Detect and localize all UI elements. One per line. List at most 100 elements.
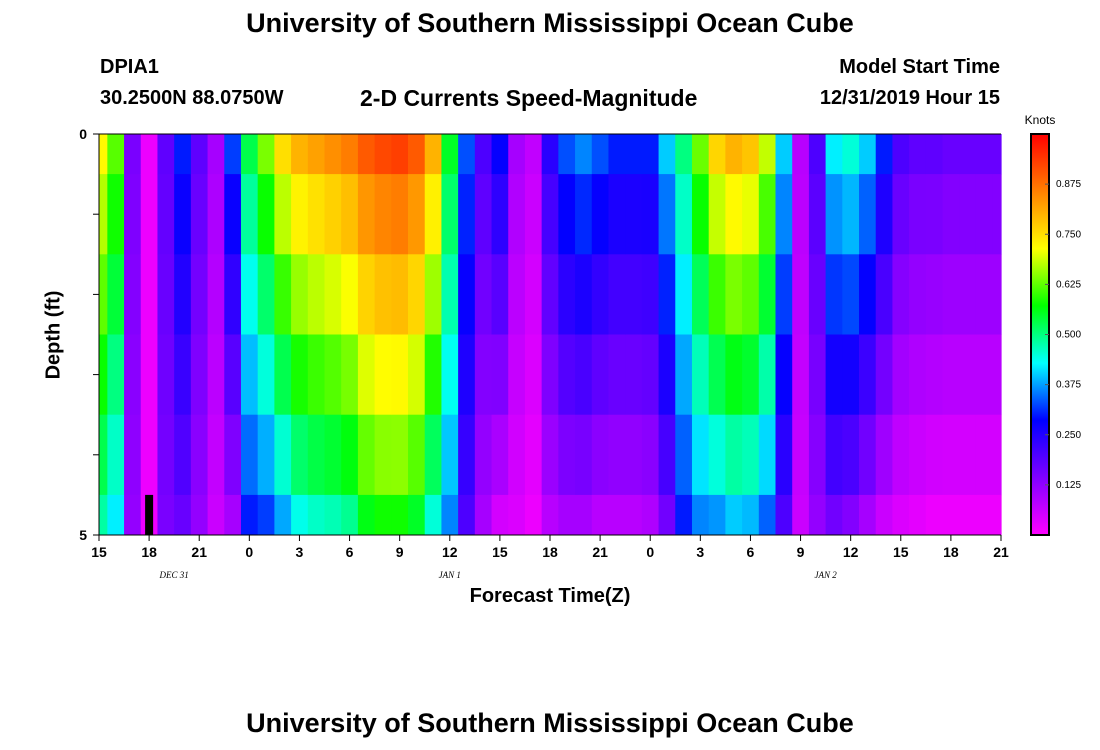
- heatmap-cell: [992, 254, 1002, 335]
- heatmap-cell: [174, 134, 192, 175]
- heatmap-cell: [307, 414, 326, 496]
- heatmap-cell: [174, 174, 192, 255]
- heatmap-cell: [925, 414, 944, 496]
- heatmap-cell: [491, 174, 509, 255]
- heatmap-cell: [107, 134, 125, 175]
- heatmap-cell: [875, 494, 894, 536]
- heatmap-cell: [975, 254, 994, 335]
- heatmap-cell: [291, 414, 309, 496]
- date-label: JAN 1: [439, 570, 461, 580]
- heatmap-cell: [491, 134, 509, 175]
- heatmap-cell: [99, 414, 108, 496]
- heatmap-cell: [408, 134, 426, 175]
- heatmap-cell: [892, 494, 910, 536]
- heatmap-cell: [691, 334, 710, 416]
- heatmap-cell: [491, 414, 509, 496]
- heatmap-cell: [324, 134, 342, 175]
- heatmap-cell: [140, 414, 159, 496]
- heatmap-cell: [792, 254, 810, 335]
- heatmap-cell: [992, 494, 1002, 536]
- heatmap-cell: [942, 334, 960, 416]
- heatmap-cell: [591, 134, 610, 175]
- heatmap-cell: [608, 254, 626, 335]
- x-tick-label: 18: [943, 544, 959, 560]
- heatmap-cell: [441, 334, 459, 416]
- heatmap-cell: [959, 414, 977, 496]
- heatmap-cell: [341, 334, 359, 416]
- heatmap-cell: [942, 134, 960, 175]
- heatmap-cell: [341, 494, 359, 536]
- heatmap-cell: [274, 174, 292, 255]
- heatmap-cell: [608, 414, 626, 496]
- heatmap-cell: [875, 334, 894, 416]
- heatmap-cell: [708, 174, 726, 255]
- heatmap-cell: [324, 414, 342, 496]
- heatmap-cell: [758, 494, 777, 536]
- heatmap-cell: [742, 414, 760, 496]
- heatmap-cell: [324, 254, 342, 335]
- heatmap-cell: [291, 254, 309, 335]
- heatmap-cell: [274, 494, 292, 536]
- heatmap-cell: [224, 174, 242, 255]
- heatmap-cell: [524, 334, 543, 416]
- heatmap-cell: [257, 494, 275, 536]
- heatmap-cell: [909, 334, 927, 416]
- heatmap-cell: [99, 494, 108, 536]
- heatmap-cell: [641, 334, 660, 416]
- x-tick-label: 3: [696, 544, 704, 560]
- heatmap-cell: [190, 494, 209, 536]
- x-tick-label: 12: [442, 544, 458, 560]
- heatmap-cell: [157, 134, 175, 175]
- date-label: DEC 31: [159, 570, 189, 580]
- heatmap-cell: [558, 494, 576, 536]
- heatmap-cell: [374, 334, 392, 416]
- heatmap-cell: [541, 334, 559, 416]
- heatmap-cell: [274, 414, 292, 496]
- heatmap-cell: [808, 334, 827, 416]
- heatmap-cell: [808, 134, 827, 175]
- heatmap-cell: [424, 134, 443, 175]
- station-id: DPIA1: [100, 56, 159, 78]
- x-axis-label: Forecast Time(Z): [469, 585, 631, 607]
- heatmap-cell: [291, 174, 309, 255]
- heatmap-cell: [725, 334, 743, 416]
- heatmap-cell: [99, 134, 108, 175]
- heatmap-cell: [541, 254, 559, 335]
- heatmap-cell: [775, 254, 793, 335]
- heatmap-cell: [291, 334, 309, 416]
- colorbar-tick-label: 0.625: [1056, 279, 1081, 290]
- heatmap-cell: [274, 334, 292, 416]
- heatmap-cell: [725, 254, 743, 335]
- colorbar-tick-label: 0.875: [1056, 179, 1081, 190]
- heatmap-cell: [625, 494, 643, 536]
- heatmap-cell: [558, 414, 576, 496]
- heatmap-cell: [240, 254, 259, 335]
- heatmap-cell: [474, 494, 493, 536]
- heatmap-cell: [875, 414, 894, 496]
- heatmap-cell: [975, 414, 994, 496]
- heatmap-cell: [842, 334, 860, 416]
- heatmap-cell: [391, 494, 409, 536]
- heatmap-cell: [658, 494, 676, 536]
- heatmap-cell: [725, 494, 743, 536]
- heatmap-cell: [658, 174, 676, 255]
- heatmap-cell: [441, 254, 459, 335]
- heatmap-cell: [925, 254, 944, 335]
- heatmap-cell: [357, 494, 376, 536]
- heatmap-cell: [909, 134, 927, 175]
- heatmap-cell: [174, 254, 192, 335]
- heatmap-cell: [541, 414, 559, 496]
- heatmap-cell: [474, 134, 493, 175]
- heatmap-cell: [424, 334, 443, 416]
- heatmap-cell: [708, 334, 726, 416]
- colorbar-tick-label: 0.125: [1056, 480, 1081, 491]
- heatmap-cell: [124, 414, 142, 496]
- heatmap-cell: [441, 134, 459, 175]
- heatmap-cell: [742, 494, 760, 536]
- heatmap-cell: [975, 334, 994, 416]
- heatmap-cell: [307, 174, 326, 255]
- heatmap-cell: [474, 254, 493, 335]
- heatmap-cell: [875, 174, 894, 255]
- heatmap-cell: [959, 174, 977, 255]
- heatmap-cell: [591, 174, 610, 255]
